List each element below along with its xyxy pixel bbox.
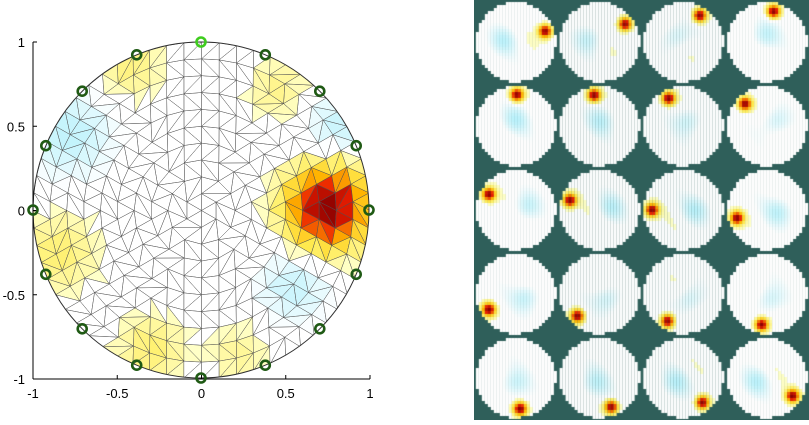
active-electrode-marker (195, 36, 207, 48)
y-tick-label: 0 (18, 204, 25, 219)
x-tick-label: 0.5 (277, 386, 295, 401)
electrode-marker (130, 48, 143, 61)
electrode-marker (39, 268, 52, 281)
sensitivity-thumbnail-grid (474, 0, 809, 420)
electrodes (27, 36, 375, 384)
x-tick-label: -0.5 (106, 386, 128, 401)
tick-marks: -1 -0.5 0 0.5 1 1 0.5 0 -0.5 -1 (3, 35, 374, 401)
electrode-marker (130, 359, 143, 372)
electrode-marker (76, 85, 89, 98)
electrode-marker (39, 139, 52, 152)
eit-reconstruction-plot: -1 -0.5 0 0.5 1 1 0.5 0 -0.5 -1 (3, 35, 375, 401)
y-tick-label: -1 (13, 372, 25, 387)
y-tick-label: 1 (18, 35, 25, 50)
x-tick-label: 1 (366, 386, 373, 401)
electrode-marker (363, 204, 375, 216)
electrode-marker (195, 372, 207, 384)
y-tick-label: -0.5 (3, 288, 25, 303)
electrode-marker (350, 268, 363, 281)
electrode-marker (259, 48, 272, 61)
x-tick-label: -1 (27, 386, 39, 401)
electrode-marker (350, 139, 363, 152)
electrode-marker (313, 322, 326, 335)
mesh-element (352, 201, 369, 229)
electrode-marker (313, 85, 326, 98)
y-tick-label: 0.5 (7, 119, 25, 134)
electrode-marker (27, 204, 39, 216)
x-tick-label: 0 (198, 386, 205, 401)
thumbnail-canvas (474, 0, 809, 420)
electrode-marker (76, 322, 89, 335)
electrode-marker (259, 359, 272, 372)
